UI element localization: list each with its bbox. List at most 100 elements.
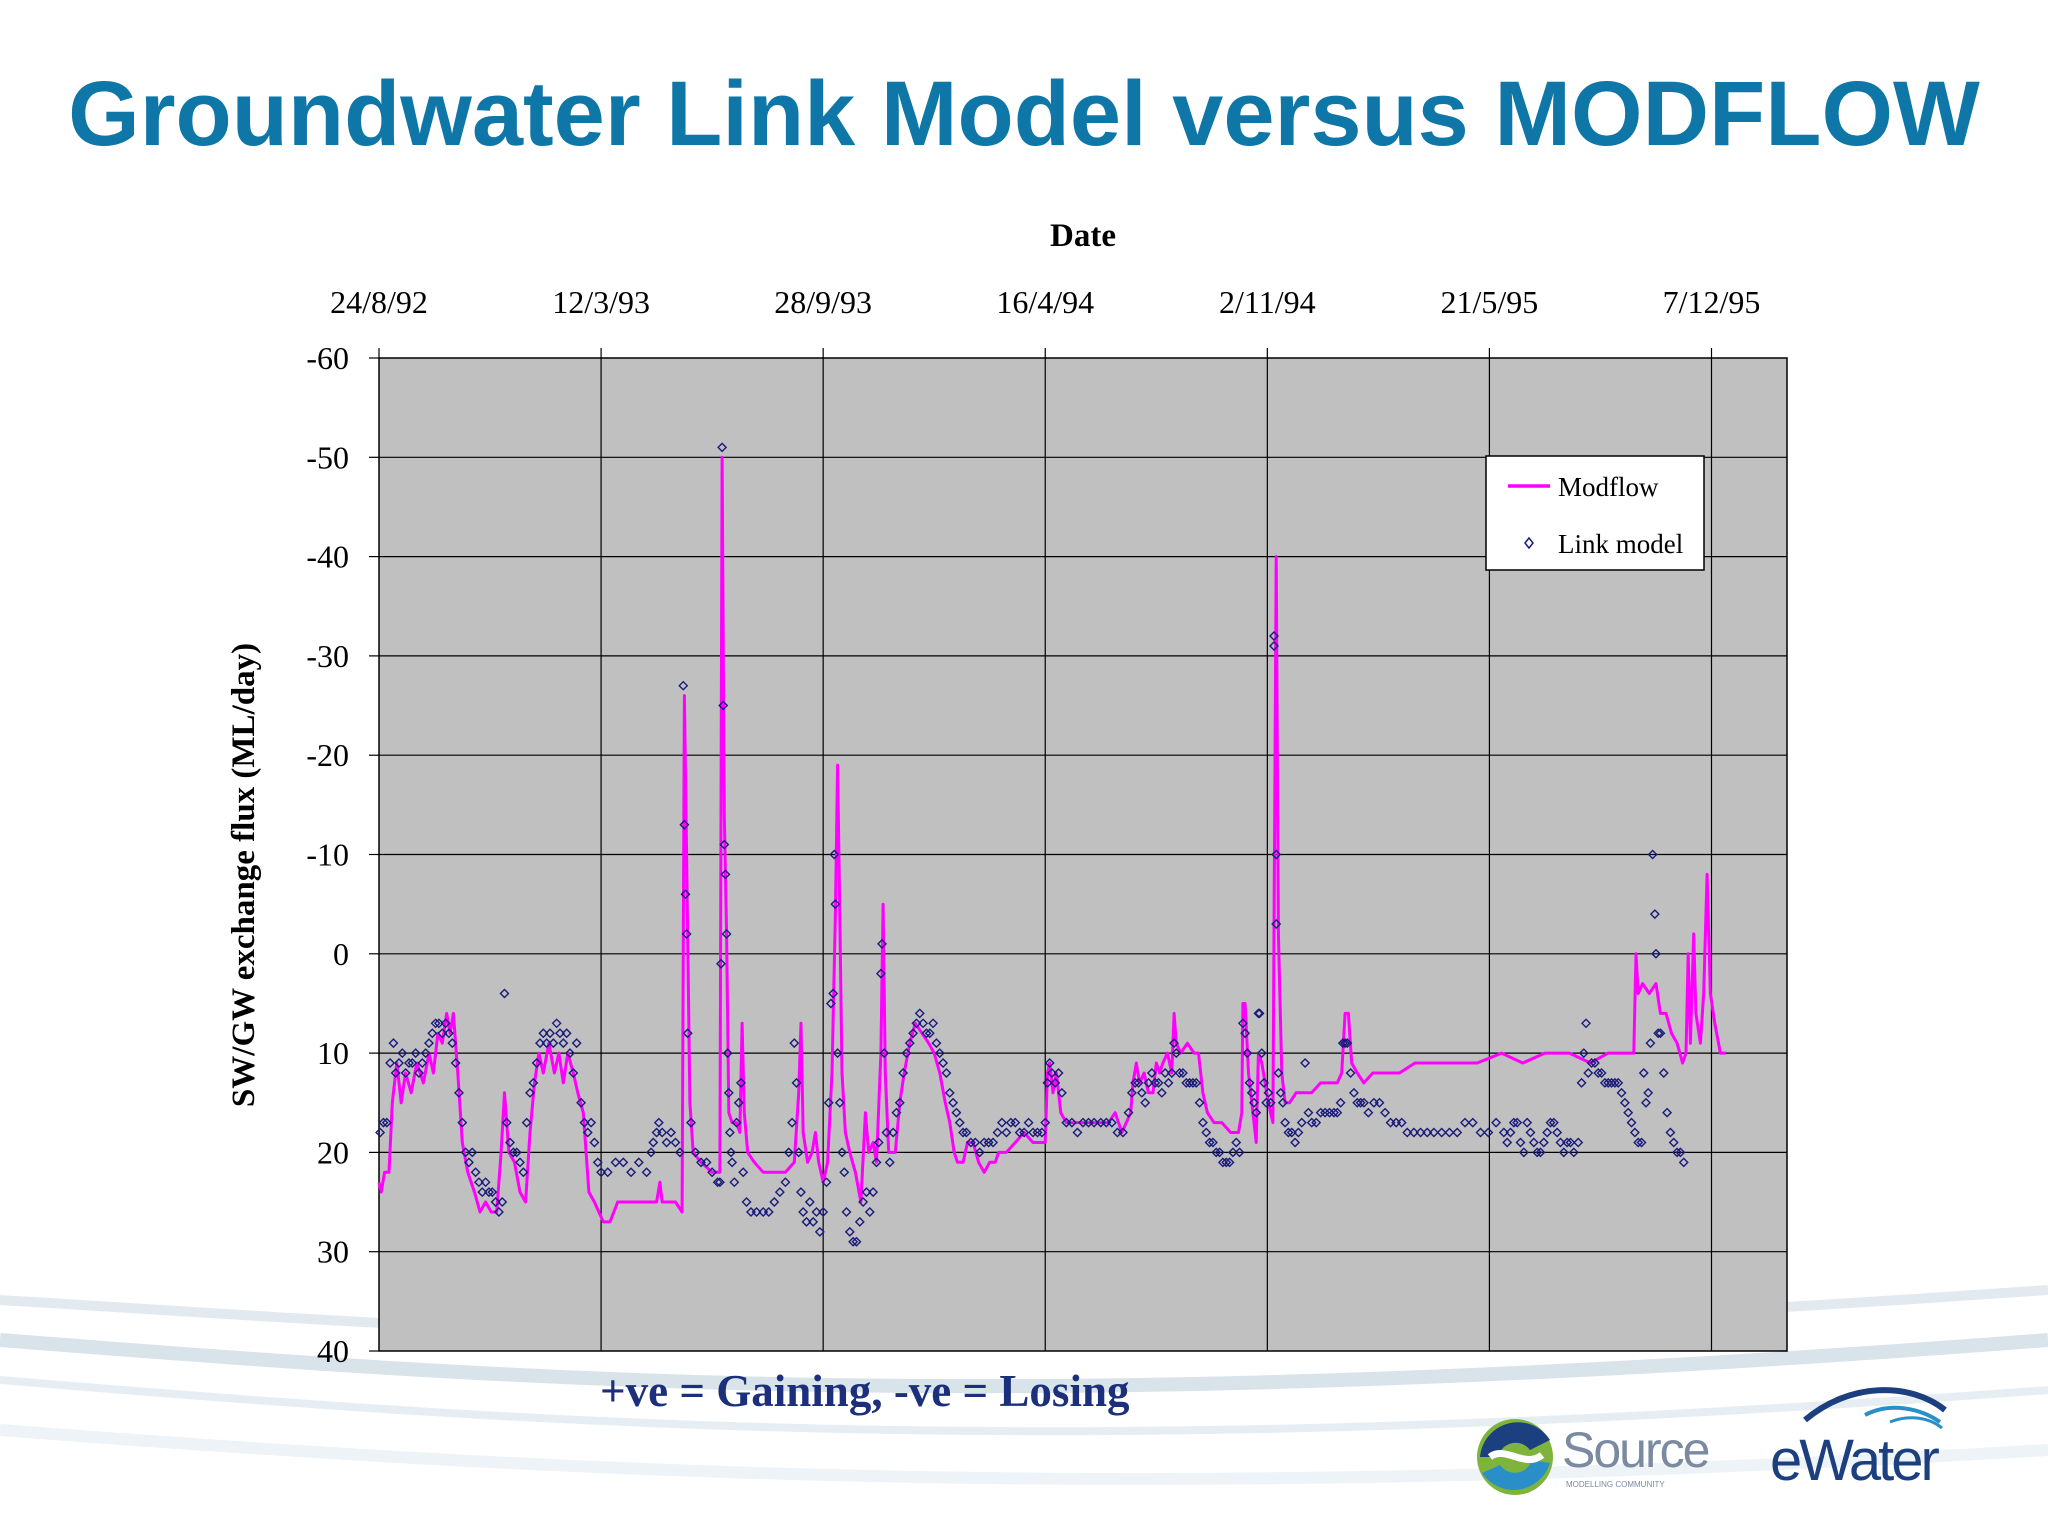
link-model-point: [837, 1147, 848, 1158]
link-model-point: [1422, 1127, 1433, 1138]
link-model-point: [568, 1067, 579, 1078]
link-model-point: [961, 1127, 972, 1138]
x-axis-title: Date: [1050, 218, 1116, 254]
link-model-point: [1415, 1127, 1426, 1138]
link-model-point: [1538, 1137, 1549, 1148]
link-model-point: [924, 1028, 935, 1039]
link-model-point: [1237, 1018, 1248, 1029]
link-model-point: [1643, 1087, 1654, 1098]
y-tick-label: -40: [306, 539, 349, 575]
link-model-point: [1535, 1147, 1546, 1158]
link-model-point: [535, 1038, 545, 1049]
link-model-point: [894, 1097, 905, 1108]
link-model-point: [1181, 1077, 1192, 1088]
link-model-point: [931, 1038, 942, 1049]
link-model-point: [804, 1197, 815, 1208]
y-tick-label: 40: [317, 1333, 349, 1369]
link-model-point: [1340, 1038, 1351, 1049]
link-model-point: [681, 928, 692, 939]
link-model-point: [378, 1117, 389, 1128]
link-model-point: [821, 1177, 832, 1188]
link-model-point: [403, 1058, 414, 1069]
link-model-point: [1609, 1077, 1620, 1088]
link-model-point: [437, 1028, 448, 1039]
link-model-point: [1586, 1058, 1597, 1069]
link-model-point: [1066, 1117, 1077, 1128]
link-model-point: [1040, 1117, 1051, 1128]
link-model-point: [1242, 1048, 1253, 1059]
link-model-point: [1545, 1117, 1556, 1128]
legend-link-model-swatch: [1524, 536, 1534, 550]
link-model-point: [1286, 1127, 1297, 1138]
link-model-point: [1240, 1028, 1251, 1039]
x-axis: 24/8/92 12/3/93 28/9/93 16/4/94 2/11/94 21/5/…: [330, 284, 1760, 358]
link-model-point: [1596, 1067, 1607, 1078]
link-model-point: [463, 1157, 474, 1168]
sign-convention-text: +ve = Gaining, -ve = Losing: [600, 1366, 1130, 1416]
link-model-point: [738, 1167, 749, 1178]
link-model-point: [680, 889, 691, 900]
link-model-point: [515, 1157, 526, 1168]
link-model-point: [1408, 1127, 1419, 1138]
y-tick-label: -30: [306, 638, 349, 674]
link-model-point: [707, 1167, 718, 1178]
link-model-point: [1214, 1147, 1225, 1158]
link-model-point: [1583, 1067, 1594, 1078]
link-model-point: [565, 1048, 575, 1059]
link-model-point: [423, 1038, 434, 1049]
link-model-point: [1150, 1077, 1161, 1088]
link-model-point: [763, 1206, 774, 1217]
link-model-point: [948, 1097, 959, 1108]
link-model-point: [1254, 1008, 1265, 1019]
link-model-point: [1562, 1137, 1573, 1148]
link-model-point: [1363, 1107, 1374, 1118]
link-model-point: [1528, 1137, 1539, 1148]
link-model-point: [1581, 1018, 1592, 1029]
link-model-point: [774, 1187, 785, 1198]
link-model-point: [1271, 849, 1282, 860]
y-axis-title: SW/GW exchange flux (ML/day): [226, 643, 262, 1107]
link-model-point: [1191, 1077, 1202, 1088]
link-model-point: [1246, 1087, 1257, 1098]
link-model-point: [811, 1206, 822, 1217]
link-model-point: [1491, 1117, 1502, 1128]
link-model-point: [938, 1058, 949, 1069]
link-model-point: [433, 1018, 444, 1029]
link-model-point: [1515, 1137, 1526, 1148]
link-model-point: [1133, 1077, 1144, 1088]
link-model-point: [1645, 1038, 1656, 1049]
link-model-point: [686, 1117, 697, 1128]
link-model-point: [844, 1226, 855, 1237]
link-model-point: [589, 1137, 600, 1148]
link-model-point: [1402, 1127, 1413, 1138]
link-model-point: [1019, 1127, 1030, 1138]
link-model-point: [1050, 1077, 1061, 1088]
link-model-point: [791, 1077, 802, 1088]
link-model-point: [641, 1167, 652, 1178]
link-model-point: [736, 1077, 746, 1088]
link-model-point: [951, 1107, 962, 1118]
link-model-point: [1211, 1147, 1222, 1158]
x-tick-label: 12/3/93: [552, 284, 650, 320]
link-model-point: [780, 1177, 791, 1188]
y-tick-label: 10: [317, 1035, 349, 1071]
link-model-point: [558, 1038, 569, 1049]
link-model-point: [992, 1127, 1003, 1138]
link-model-point: [1044, 1058, 1055, 1069]
link-model-point: [871, 1157, 882, 1168]
link-model-point: [1578, 1048, 1589, 1059]
link-model-point: [397, 1048, 408, 1059]
link-model-point: [531, 1058, 542, 1069]
link-model-point: [879, 1048, 890, 1059]
link-model-point: [1197, 1117, 1208, 1128]
link-model-point: [1623, 1107, 1634, 1118]
link-model-point: [427, 1028, 438, 1039]
link-model-point: [661, 1137, 672, 1148]
link-model-point: [974, 1147, 985, 1158]
x-tick-label: 16/4/94: [996, 284, 1094, 320]
link-model-point: [1249, 1097, 1259, 1108]
link-model-point: [1633, 1137, 1644, 1148]
link-model-point: [719, 839, 730, 850]
link-model-point: [1522, 1117, 1533, 1128]
link-model-point: [1558, 1147, 1569, 1158]
